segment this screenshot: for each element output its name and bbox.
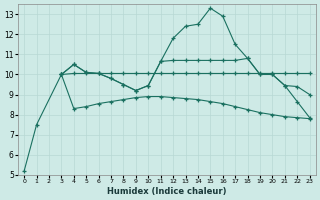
X-axis label: Humidex (Indice chaleur): Humidex (Indice chaleur) — [107, 187, 227, 196]
